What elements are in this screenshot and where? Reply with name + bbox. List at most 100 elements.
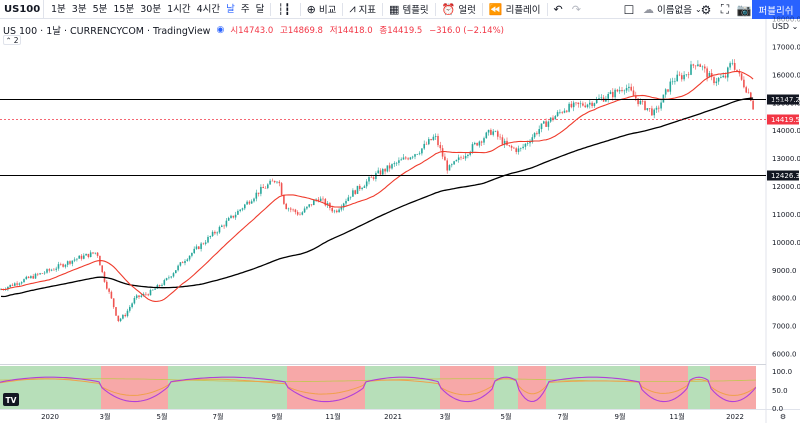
candle-body (572, 102, 575, 108)
symbol-search[interactable]: US100 (0, 0, 44, 19)
candle-body (370, 177, 373, 178)
chevron-up-icon: ⌃ (5, 35, 12, 45)
alert-label: 얼럿 (458, 5, 476, 16)
candle-body (62, 264, 64, 267)
candle-body (508, 145, 511, 146)
last-price-label-bg (767, 114, 799, 125)
templates-button[interactable]: ▦ 템플릿 (386, 0, 432, 19)
candle-body (129, 307, 131, 311)
layout-name-button[interactable]: ☁ 이름없음 ⌄ (640, 0, 705, 19)
candle-body (745, 87, 747, 93)
timeframe-option[interactable]: 5분 (92, 3, 108, 15)
collapse-indicators-button[interactable]: ⌃ 2 (3, 35, 21, 45)
candle-body (308, 204, 310, 207)
timeframe-option[interactable]: 30분 (140, 3, 162, 15)
candle-body (660, 102, 662, 109)
bear-zone (518, 366, 546, 409)
timeframe-option[interactable]: 4시간 (196, 3, 221, 15)
timeframe-option[interactable]: 달 (255, 3, 265, 15)
axis-settings-icon[interactable]: ⚙ (780, 413, 786, 421)
settings-button[interactable]: ⚙ (697, 0, 715, 19)
candle-body (244, 204, 246, 209)
candle-body (209, 236, 212, 237)
candle-body (287, 208, 290, 210)
candle-body (375, 173, 377, 179)
candle-body (669, 81, 672, 92)
candle-body (446, 160, 448, 171)
candle-body (365, 181, 368, 187)
layout-name-label: 이름없음 (657, 5, 692, 16)
candle-body (239, 209, 241, 211)
candle-body (543, 121, 545, 124)
candle-body (158, 285, 161, 286)
timeframe-option[interactable]: 1분 (51, 3, 66, 15)
timeframe-option[interactable]: 날 (226, 3, 235, 15)
horizontal-lines[interactable]: 15147.2 12426.3 14419.5 (0, 94, 800, 181)
candle-body (306, 206, 308, 209)
candle-body (428, 139, 430, 145)
timeframe-option[interactable]: 3분 (71, 3, 87, 15)
candle-body (609, 91, 612, 94)
templates-label: 템플릿 (402, 5, 429, 16)
candle-body (340, 207, 343, 210)
candle-body (589, 102, 591, 105)
replay-button[interactable]: ⏪ 리플레이 (486, 0, 544, 19)
candle-body (110, 291, 113, 299)
candle-body (303, 208, 306, 213)
candle-body (536, 133, 538, 134)
candle-body (639, 100, 642, 105)
candle-body (354, 190, 356, 194)
candle-body (616, 89, 619, 92)
oscillator-tick: 0.0 (772, 405, 783, 413)
bull-zone (365, 366, 440, 409)
chart-type-button[interactable]: ┆┇ (274, 0, 296, 19)
candle-body (469, 151, 471, 155)
currency-selector[interactable]: USD ⌄ (772, 22, 798, 31)
undo-button[interactable]: ↶ (551, 0, 569, 19)
redo-button[interactable]: ↷ (569, 0, 587, 19)
plus-circle-icon: ⊕ (306, 2, 316, 16)
candle-body (522, 146, 524, 149)
indicators-button[interactable]: ⩘ 지표 (346, 0, 379, 19)
candle-body (227, 217, 230, 221)
candle-body (253, 198, 255, 202)
candle-body (198, 246, 200, 249)
tradingview-logo[interactable]: TV (3, 393, 19, 406)
snapshot-button[interactable]: 📷 (735, 0, 753, 19)
price-tick: 6000.0 (772, 351, 797, 359)
candle-body (349, 196, 352, 198)
time-axis[interactable]: 2020 3월 5월 7월 9월 11월 2021 3월 5월 7월 9월 11월 2022 (41, 412, 744, 421)
legend-open: 시14743.0 (230, 26, 274, 36)
timeframe-option[interactable]: 15분 (113, 3, 135, 15)
candle-body (577, 102, 580, 105)
candle-body (241, 208, 244, 210)
price-tick: 11000.0 (772, 211, 800, 219)
candle-body (181, 262, 184, 264)
eye-icon[interactable]: ◉ (216, 25, 225, 35)
price-tick: 10000.0 (772, 239, 800, 247)
candle-body (717, 77, 720, 82)
timeframe-option[interactable]: 주 (240, 3, 250, 15)
candle-body (324, 198, 327, 206)
alert-button[interactable]: ⏰ 얼럿 (439, 0, 479, 19)
candle-body (621, 90, 623, 92)
divider (342, 2, 344, 16)
timeframe-option[interactable]: 1시간 (167, 3, 191, 15)
publish-button[interactable]: 퍼블리쉬 (752, 0, 800, 19)
candle-body (563, 110, 566, 113)
candle-body (142, 293, 145, 296)
price-axis[interactable]: 18000.0 17000.0 16000.0 15000.0 14000.0 13000… (772, 16, 800, 359)
fullscreen-button[interactable]: ⛶ (716, 0, 734, 19)
candle-body (591, 102, 593, 106)
layout-button[interactable]: ☐ (620, 0, 638, 19)
candle-body (76, 258, 78, 260)
candle-body (147, 294, 149, 296)
candle-body (515, 148, 517, 152)
compare-button[interactable]: ⊕ 비교 (304, 0, 340, 19)
candle-body (699, 64, 701, 67)
candle-body (271, 180, 274, 182)
divider (481, 2, 483, 16)
candle-body (678, 74, 681, 76)
time-tick: 9월 (272, 412, 283, 421)
